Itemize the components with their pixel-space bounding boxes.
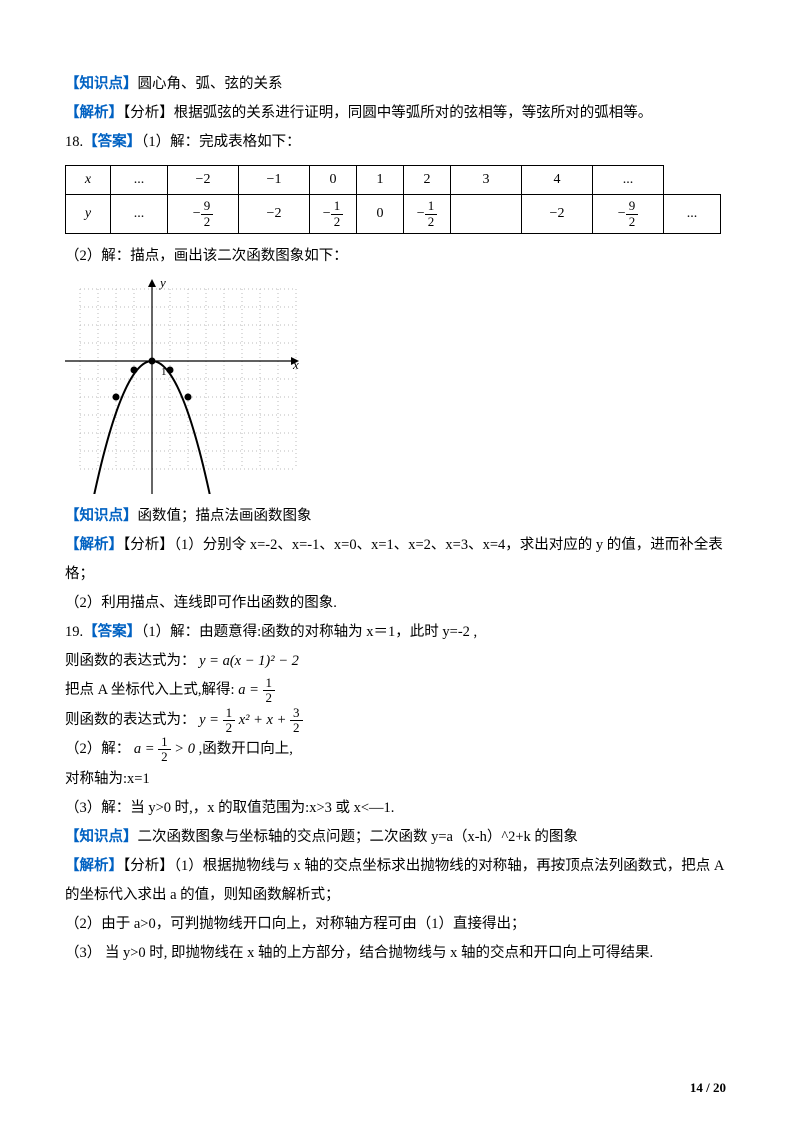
an-text: 根据弧弦的关系进行证明，同圆中等弧所对的弦相等，等弦所对的弧相等。 bbox=[174, 105, 653, 121]
q19-p5-rhs: > 0 bbox=[174, 741, 195, 757]
table-cell: −2 bbox=[168, 166, 239, 195]
fraction: 12 bbox=[158, 735, 171, 765]
table-cell: −12 bbox=[310, 195, 357, 234]
table-cell: 2 bbox=[404, 166, 451, 195]
an-label: 【解析】 bbox=[65, 105, 123, 121]
q19-p6: 对称轴为:x=1 bbox=[65, 765, 729, 794]
svg-text:x: x bbox=[292, 357, 299, 372]
page-sep: / bbox=[703, 1080, 713, 1095]
q19-p3-lhs: a = bbox=[238, 682, 259, 698]
q19-p4a: 则函数的表达式为： bbox=[65, 712, 199, 728]
svg-text:y: y bbox=[158, 279, 166, 290]
kp-text: 函数值；描点法画函数图象 bbox=[138, 508, 312, 524]
an-line-a: 【解析】【分析】根据弧弦的关系进行证明，同圆中等弧所对的弦相等，等弦所对的弧相等… bbox=[65, 99, 729, 128]
table-cell: ... bbox=[664, 195, 721, 234]
table-cell: 0 bbox=[310, 166, 357, 195]
kp-line-a: 【知识点】圆心角、弧、弦的关系 bbox=[65, 70, 729, 99]
table-cell: ... bbox=[593, 166, 664, 195]
q18-p1: （1）解：完成表格如下： bbox=[141, 134, 301, 150]
q18-kp: 【知识点】函数值；描点法画函数图象 bbox=[65, 502, 729, 531]
table-cell bbox=[451, 195, 522, 234]
q19-p3: 把点 A 坐标代入上式,解得: a = 12 bbox=[65, 676, 729, 706]
q18-num: 18. bbox=[65, 134, 83, 150]
kp-text: 圆心角、弧、弦的关系 bbox=[138, 76, 283, 92]
q18-graph: x y 1 bbox=[65, 279, 299, 494]
q19-p1: （1）解：由题意得:函数的对称轴为 x＝1，此时 y=-2 , bbox=[141, 624, 477, 640]
page-current: 14 bbox=[690, 1080, 703, 1095]
q18-line1: 18.【答案】（1）解：完成表格如下： bbox=[65, 128, 729, 157]
q18-p2: （2）解：描点，画出该二次函数图象如下： bbox=[65, 242, 729, 271]
kp-label: 【知识点】 bbox=[65, 508, 138, 524]
an-sub: 【分析】 bbox=[123, 858, 174, 874]
q19-p4-mid: x² + x + bbox=[239, 712, 290, 728]
q19-kp: 【知识点】二次函数图象与坐标轴的交点问题；二次函数 y=a（x-h）^2+k 的… bbox=[65, 823, 729, 852]
q19-p2: 则函数的表达式为： y = a(x − 1)² − 2 bbox=[65, 647, 729, 676]
table-cell: −92 bbox=[168, 195, 239, 234]
q18-table: x...−2−101234... y...−92−2−120−12−2−92..… bbox=[65, 165, 721, 234]
q19-num: 19. bbox=[65, 624, 83, 640]
table-cell: ... bbox=[111, 195, 168, 234]
q18-an-b: （2）利用描点、连线即可作出函数的图象. bbox=[65, 589, 729, 618]
table-cell: y bbox=[66, 195, 111, 234]
q19-an-a: 【解析】【分析】（1）根据抛物线与 x 轴的交点坐标求出抛物线的对称轴，再按顶点… bbox=[65, 852, 729, 910]
fraction: 12 bbox=[263, 676, 276, 706]
table-cell: −92 bbox=[593, 195, 664, 234]
an-label: 【解析】 bbox=[65, 858, 123, 874]
q19-p4-pre: y = bbox=[199, 712, 222, 728]
q19-p5-lhs: a = bbox=[134, 741, 158, 757]
q19-p5b: ,函数开口向上, bbox=[199, 741, 293, 757]
q19-p2a: 则函数的表达式为： bbox=[65, 653, 199, 669]
q18-ans-label: 【答案】 bbox=[83, 134, 141, 150]
q19-p5: （2）解： a = 12 > 0 ,函数开口向上, bbox=[65, 735, 729, 765]
table-cell: 3 bbox=[451, 166, 522, 195]
table-value-row: y...−92−2−120−12−2−92... bbox=[66, 195, 721, 234]
q19-p5a: （2）解： bbox=[65, 741, 134, 757]
table-cell: −2 bbox=[239, 195, 310, 234]
table-cell: 0 bbox=[357, 195, 404, 234]
svg-text:1: 1 bbox=[161, 366, 167, 378]
an-sub: 【分析】 bbox=[123, 537, 174, 553]
table-cell: −1 bbox=[239, 166, 310, 195]
page-total: 20 bbox=[713, 1080, 726, 1095]
page-footer: 14 / 20 bbox=[690, 1075, 726, 1101]
an-label: 【解析】 bbox=[65, 537, 123, 553]
q19-an-c: （3） 当 y>0 时, 即抛物线在 x 轴的上方部分，结合抛物线与 x 轴的交… bbox=[65, 939, 729, 968]
kp-text: 二次函数图象与坐标轴的交点问题；二次函数 y=a（x-h）^2+k 的图象 bbox=[138, 829, 578, 845]
q19-p7: （3）解：当 y>0 时,，x 的取值范围为:x>3 或 x<—1. bbox=[65, 794, 729, 823]
kp-label: 【知识点】 bbox=[65, 829, 138, 845]
fraction: 32 bbox=[290, 706, 303, 736]
table-cell: 1 bbox=[357, 166, 404, 195]
table-cell: −2 bbox=[522, 195, 593, 234]
q19-line1: 19.【答案】（1）解：由题意得:函数的对称轴为 x＝1，此时 y=-2 , bbox=[65, 618, 729, 647]
q19-an-b: （2）由于 a>0，可判抛物线开口向上，对称轴方程可由（1）直接得出； bbox=[65, 910, 729, 939]
q19-p2eq: y = a(x − 1)² − 2 bbox=[199, 653, 299, 669]
table-cell: ... bbox=[111, 166, 168, 195]
q19-p3a: 把点 A 坐标代入上式,解得: bbox=[65, 682, 238, 698]
fraction: 12 bbox=[223, 706, 236, 736]
page-content: 【知识点】圆心角、弧、弦的关系 【解析】【分析】根据弧弦的关系进行证明，同圆中等… bbox=[0, 0, 794, 1008]
q18-an-a: 【解析】【分析】（1）分别令 x=-2、x=-1、x=0、x=1、x=2、x=3… bbox=[65, 531, 729, 589]
q19-p4: 则函数的表达式为： y = 12 x² + x + 32 bbox=[65, 706, 729, 736]
an-sub: 【分析】 bbox=[123, 105, 174, 121]
q19-ans-label: 【答案】 bbox=[83, 624, 141, 640]
kp-label: 【知识点】 bbox=[65, 76, 138, 92]
parabola-graph-svg: x y 1 bbox=[65, 279, 299, 494]
table-cell: −12 bbox=[404, 195, 451, 234]
table-cell: x bbox=[66, 166, 111, 195]
table-cell: 4 bbox=[522, 166, 593, 195]
table-header-row: x...−2−101234... bbox=[66, 166, 721, 195]
